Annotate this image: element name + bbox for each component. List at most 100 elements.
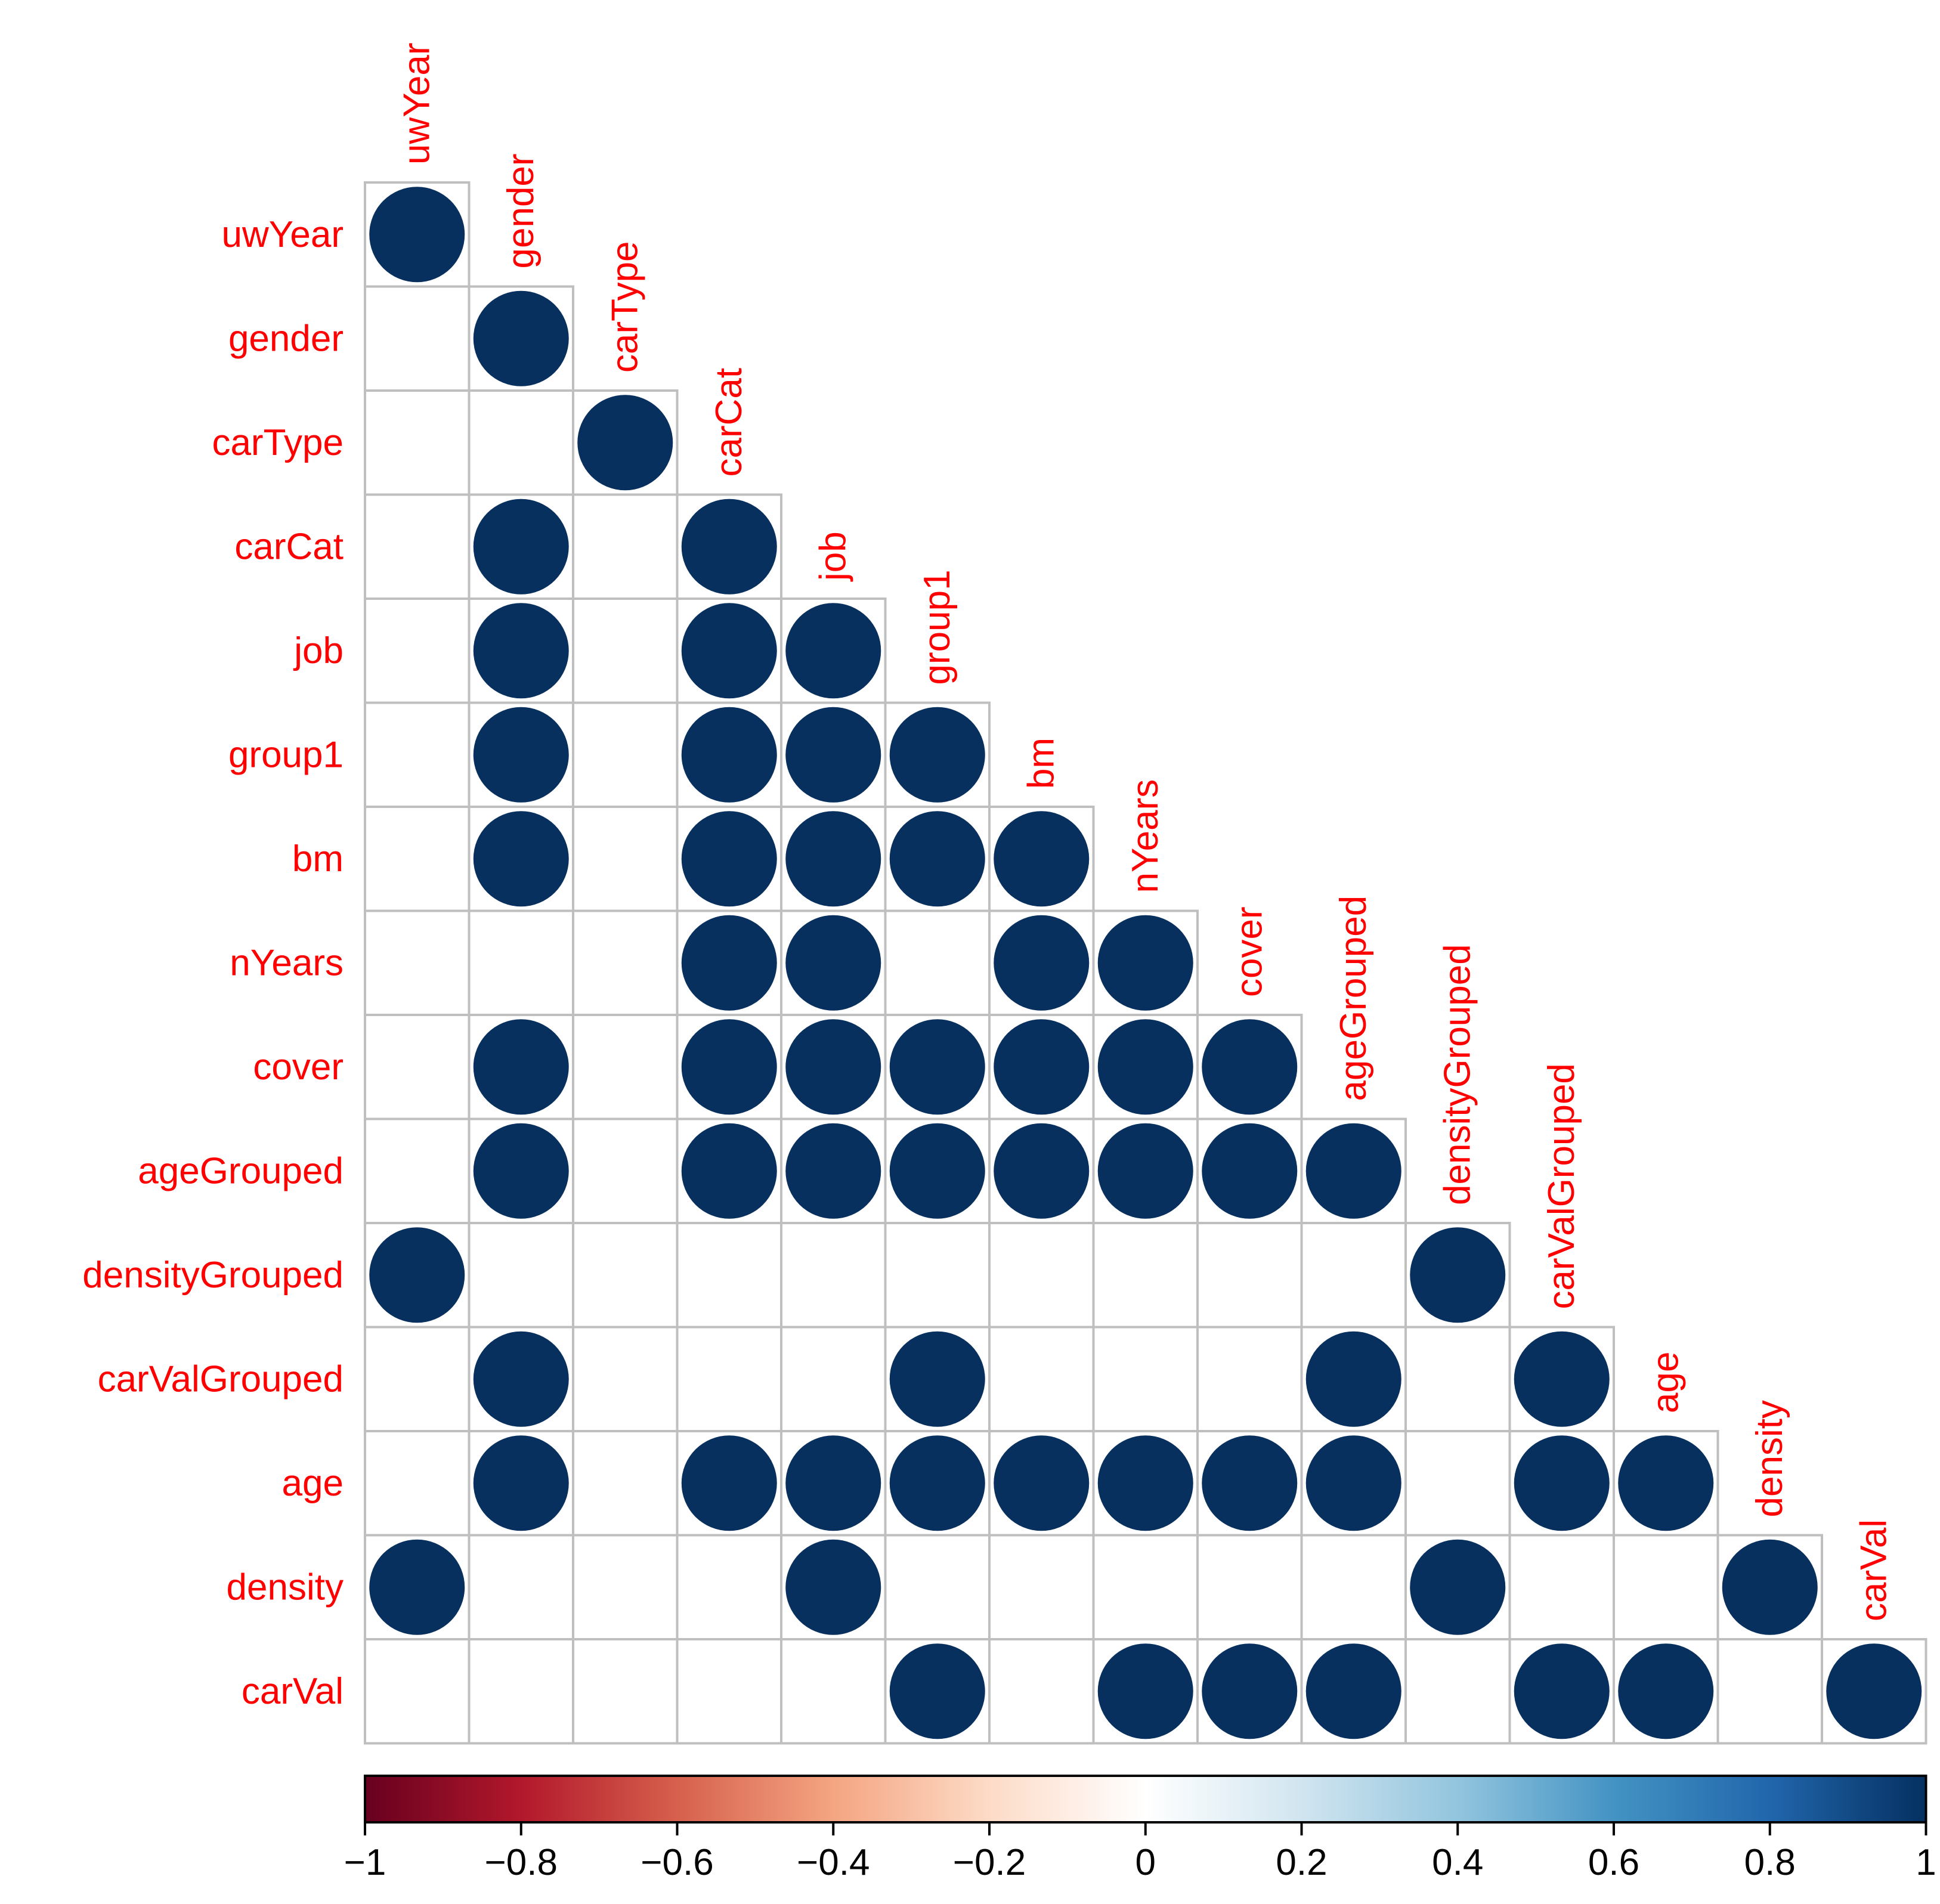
circle-age-age xyxy=(1618,1435,1714,1531)
circle-ageGrouped-ageGrouped xyxy=(1305,1123,1401,1219)
circle-ageGrouped-job xyxy=(785,1123,881,1219)
circle-age-gender xyxy=(473,1435,569,1531)
row-label-carValGrouped: carValGrouped xyxy=(98,1358,344,1400)
circle-group1-gender xyxy=(473,707,569,803)
cell-carVal-bm xyxy=(988,1638,1095,1745)
circle-ageGrouped-group1 xyxy=(889,1123,985,1219)
cell-densityGrouped-bm xyxy=(988,1222,1095,1329)
row-label-uwYear: uwYear xyxy=(221,214,344,255)
row-label-ageGrouped: ageGrouped xyxy=(138,1150,344,1191)
row-label-carVal: carVal xyxy=(242,1671,344,1712)
circle-bm-bm xyxy=(994,811,1090,907)
colorbar-tick-label: 1 xyxy=(1916,1842,1936,1883)
circle-cover-nYears xyxy=(1097,1019,1193,1115)
circle-job-carCat xyxy=(681,603,777,699)
colorbar-tick-label: −0.2 xyxy=(953,1842,1026,1883)
circle-bm-gender xyxy=(473,811,569,907)
cell-densityGrouped-carType xyxy=(572,1222,679,1329)
cell-carVal-job xyxy=(780,1638,887,1745)
circle-carVal-ageGrouped xyxy=(1305,1643,1401,1739)
cell-carValGrouped-carType xyxy=(572,1326,679,1432)
circle-age-nYears xyxy=(1097,1435,1193,1531)
cell-carValGrouped-nYears xyxy=(1092,1326,1199,1432)
circle-carValGrouped-carValGrouped xyxy=(1514,1331,1610,1427)
cell-job-carType xyxy=(572,597,679,704)
cell-carVal-density xyxy=(1716,1638,1823,1745)
circle-carVal-nYears xyxy=(1097,1643,1193,1739)
cell-carVal-densityGrouped xyxy=(1404,1638,1511,1745)
circle-carVal-cover xyxy=(1202,1643,1298,1739)
colorbar-tick-label: 0.8 xyxy=(1744,1842,1796,1883)
colorbar-tick-label: 0.2 xyxy=(1276,1842,1327,1883)
cell-carType-uwYear xyxy=(364,389,471,496)
column-label-densityGrouped: densityGrouped xyxy=(1437,944,1478,1205)
cell-density-bm xyxy=(988,1534,1095,1640)
circle-carVal-group1 xyxy=(889,1643,985,1739)
circle-group1-job xyxy=(785,707,881,803)
colorbar-tick-label: −0.4 xyxy=(797,1842,870,1883)
cell-group1-carType xyxy=(572,701,679,808)
cell-density-carType xyxy=(572,1534,679,1640)
cell-carValGrouped-cover xyxy=(1196,1326,1303,1432)
colorbar-tick-label: −0.6 xyxy=(641,1842,713,1883)
cell-group1-uwYear xyxy=(364,701,471,808)
row-label-carType: carType xyxy=(212,422,344,463)
column-label-group1: group1 xyxy=(917,569,958,685)
circle-age-group1 xyxy=(889,1435,985,1531)
cell-nYears-uwYear xyxy=(364,909,471,1016)
circle-cover-group1 xyxy=(889,1019,985,1115)
cell-age-carType xyxy=(572,1430,679,1537)
circle-carVal-age xyxy=(1618,1643,1714,1739)
cell-density-cover xyxy=(1196,1534,1303,1640)
circle-cover-carCat xyxy=(681,1019,777,1115)
circle-ageGrouped-gender xyxy=(473,1123,569,1219)
circle-nYears-nYears xyxy=(1097,915,1193,1011)
circle-cover-cover xyxy=(1202,1019,1298,1115)
column-label-cover: cover xyxy=(1229,906,1270,997)
cell-carVal-gender xyxy=(468,1638,574,1745)
column-labels: uwYear gender carType carCat job group1 bm nYea… xyxy=(396,42,1894,1621)
circle-carVal-carValGrouped xyxy=(1514,1643,1610,1739)
circle-carCat-carCat xyxy=(681,499,777,595)
column-label-uwYear: uwYear xyxy=(396,42,437,165)
colorbar-tick-label: 0 xyxy=(1135,1842,1156,1883)
cell-density-age xyxy=(1613,1534,1719,1640)
circle-cover-bm xyxy=(994,1019,1090,1115)
cell-carValGrouped-uwYear xyxy=(364,1326,471,1432)
row-label-cover: cover xyxy=(253,1047,344,1088)
circle-ageGrouped-nYears xyxy=(1097,1123,1193,1219)
circle-cover-gender xyxy=(473,1019,569,1115)
cell-cover-uwYear xyxy=(364,1014,471,1120)
cell-carType-gender xyxy=(468,389,574,496)
cell-density-group1 xyxy=(884,1534,991,1640)
cell-densityGrouped-cover xyxy=(1196,1222,1303,1329)
colorbar-tick-label: −0.8 xyxy=(485,1842,558,1883)
circle-density-uwYear xyxy=(369,1539,465,1635)
cell-densityGrouped-ageGrouped xyxy=(1300,1222,1407,1329)
cell-carCat-uwYear xyxy=(364,493,471,600)
circle-nYears-job xyxy=(785,915,881,1011)
circle-age-carValGrouped xyxy=(1514,1435,1610,1531)
row-label-job: job xyxy=(293,630,344,671)
circle-bm-group1 xyxy=(889,811,985,907)
column-label-nYears: nYears xyxy=(1125,779,1166,893)
circle-ageGrouped-bm xyxy=(994,1123,1090,1219)
circle-age-ageGrouped xyxy=(1305,1435,1401,1531)
circle-carVal-carVal xyxy=(1826,1643,1922,1739)
circle-nYears-carCat xyxy=(681,915,777,1011)
column-label-bm: bm xyxy=(1020,738,1062,789)
circle-carValGrouped-gender xyxy=(473,1331,569,1427)
circle-carType-carType xyxy=(577,395,673,491)
circle-age-bm xyxy=(994,1435,1090,1531)
circle-gender-gender xyxy=(473,290,569,386)
cell-densityGrouped-nYears xyxy=(1092,1222,1199,1329)
column-label-carCat: carCat xyxy=(708,368,750,477)
cell-density-carValGrouped xyxy=(1508,1534,1615,1640)
cell-density-nYears xyxy=(1092,1534,1199,1640)
cell-age-densityGrouped xyxy=(1404,1430,1511,1537)
cell-carVal-uwYear xyxy=(364,1638,471,1745)
cell-ageGrouped-uwYear xyxy=(364,1117,471,1224)
matrix-circles xyxy=(369,187,1922,1739)
